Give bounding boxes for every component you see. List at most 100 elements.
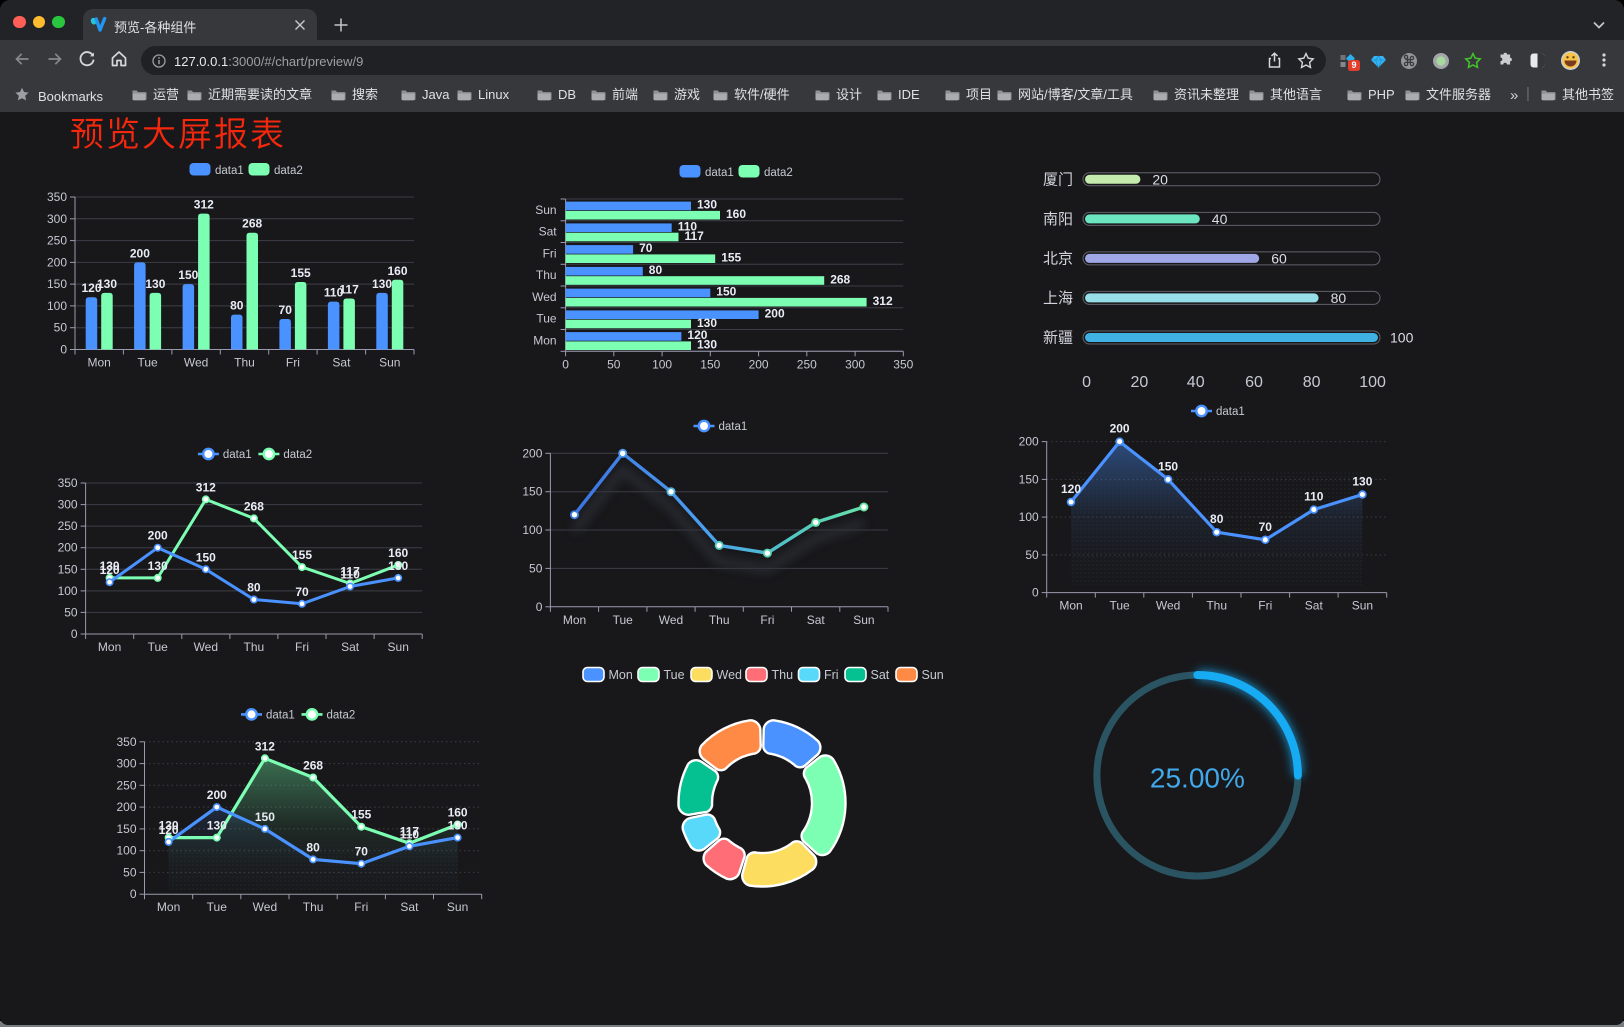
svg-text:40: 40 [1187,374,1205,391]
svg-text:312: 312 [194,198,214,212]
svg-text:70: 70 [355,845,369,859]
svg-text:117: 117 [400,824,420,838]
svg-text:100: 100 [47,299,67,313]
svg-text:120: 120 [687,328,707,342]
svg-text:Wed: Wed [717,668,743,682]
svg-text:80: 80 [649,263,663,277]
svg-text:80: 80 [247,581,261,595]
svg-text:50: 50 [607,357,621,371]
svg-text:Thu: Thu [536,268,557,282]
svg-text:100: 100 [1390,330,1414,346]
svg-text:200: 200 [47,255,67,269]
svg-text:130: 130 [372,277,392,291]
svg-text:268: 268 [244,499,264,513]
svg-text:155: 155 [721,251,741,265]
svg-text:Thu: Thu [772,668,794,682]
svg-text:50: 50 [54,321,68,335]
svg-text:350: 350 [116,735,136,749]
svg-text:200: 200 [1019,435,1039,449]
svg-text:150: 150 [116,822,136,836]
svg-text:130: 130 [388,559,408,573]
svg-text:0: 0 [71,627,78,641]
svg-text:Fri: Fri [295,640,309,654]
svg-text:Tue: Tue [207,900,228,914]
svg-text:Sat: Sat [400,900,419,914]
svg-text:250: 250 [797,357,817,371]
svg-text:Fri: Fri [760,613,774,627]
svg-text:Wed: Wed [253,900,277,914]
svg-text:Fri: Fri [543,246,557,260]
svg-text:20: 20 [1131,374,1149,391]
svg-text:100: 100 [652,357,672,371]
svg-text:Sat: Sat [332,356,351,370]
svg-text:150: 150 [700,357,720,371]
svg-text:150: 150 [522,485,542,499]
svg-text:Fri: Fri [824,668,839,682]
svg-text:60: 60 [1271,250,1287,266]
svg-text:data1: data1 [223,449,252,461]
svg-text:130: 130 [697,198,717,212]
svg-text:100: 100 [1019,510,1039,524]
svg-text:155: 155 [351,808,371,822]
svg-text:80: 80 [1210,512,1224,526]
svg-text:130: 130 [159,819,179,833]
svg-text:130: 130 [97,277,117,291]
svg-text:150: 150 [1019,472,1039,486]
svg-text:268: 268 [830,272,850,286]
svg-text:0: 0 [1032,586,1039,600]
svg-text:Tue: Tue [137,356,158,370]
svg-text:117: 117 [339,283,359,297]
svg-text:data1: data1 [1216,406,1245,418]
svg-text:Sat: Sat [871,668,890,682]
svg-text:Wed: Wed [532,290,556,304]
svg-text:0: 0 [1082,374,1091,391]
svg-text:150: 150 [1158,459,1178,473]
svg-text:data2: data2 [283,449,312,461]
svg-text:150: 150 [716,285,736,299]
svg-text:130: 130 [448,819,468,833]
svg-text:50: 50 [1025,548,1039,562]
svg-text:0: 0 [130,887,137,901]
svg-text:110: 110 [678,220,698,234]
svg-text:Tue: Tue [1109,599,1130,613]
svg-text:Mon: Mon [157,900,180,914]
svg-text:data1: data1 [719,421,748,433]
svg-text:160: 160 [387,264,407,278]
svg-text:150: 150 [196,550,216,564]
svg-text:40: 40 [1212,211,1228,227]
svg-text:250: 250 [47,234,67,248]
svg-text:南阳: 南阳 [1043,211,1073,228]
svg-text:Sun: Sun [379,356,400,370]
svg-text:Thu: Thu [234,356,255,370]
svg-text:200: 200 [749,357,769,371]
svg-text:130: 130 [100,559,120,573]
svg-text:300: 300 [116,757,136,771]
svg-text:Mon: Mon [609,668,633,682]
svg-text:Sat: Sat [807,613,826,627]
svg-text:Sun: Sun [853,613,874,627]
svg-text:Sat: Sat [341,640,360,654]
svg-text:Sun: Sun [535,203,556,217]
svg-text:Wed: Wed [659,613,683,627]
svg-text:data1: data1 [215,165,244,177]
svg-text:160: 160 [726,207,746,221]
svg-text:300: 300 [47,212,67,226]
svg-text:70: 70 [639,241,653,255]
svg-text:200: 200 [765,307,785,321]
svg-text:200: 200 [148,529,168,543]
svg-text:50: 50 [64,605,78,619]
svg-text:268: 268 [303,759,323,773]
svg-text:50: 50 [123,865,137,879]
svg-text:150: 150 [47,277,67,291]
svg-text:312: 312 [255,739,275,753]
svg-text:130: 130 [1352,475,1372,489]
svg-text:80: 80 [1331,290,1347,306]
svg-text:300: 300 [58,498,78,512]
svg-text:120: 120 [1061,482,1081,496]
svg-text:data2: data2 [764,167,793,179]
svg-text:厦门: 厦门 [1043,171,1073,188]
svg-text:100: 100 [116,844,136,858]
svg-text:150: 150 [255,810,275,824]
svg-text:160: 160 [448,806,468,820]
svg-text:100: 100 [1359,374,1386,391]
